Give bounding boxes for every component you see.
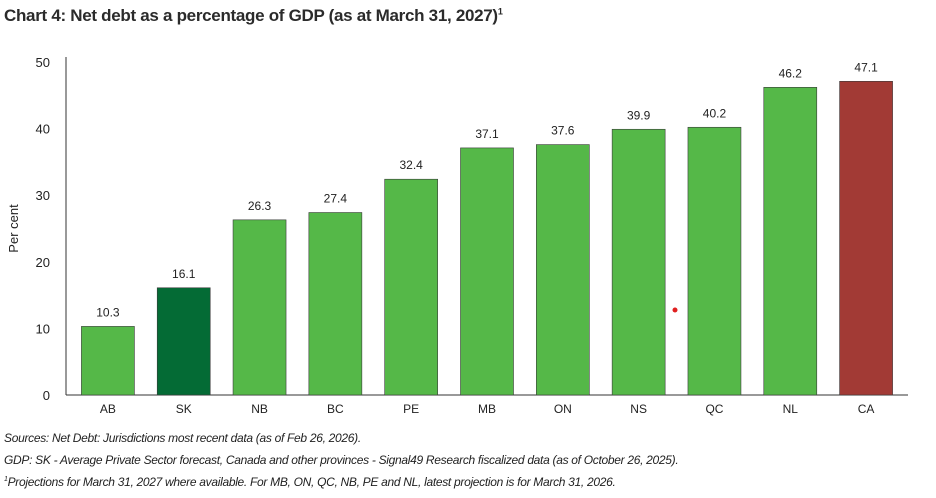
data-label: 46.2 (779, 66, 803, 80)
data-label: 37.1 (475, 127, 499, 141)
y-axis-label: Per cent (6, 204, 21, 253)
y-tick-label: 50 (36, 55, 50, 70)
bar-chart: 0 10 20 30 40 50 Per cent 10.3 AB 16.1 SK 26.3 NB 27.… (6, 55, 908, 416)
y-tick-label: 40 (36, 122, 50, 137)
bar-ns (611, 128, 666, 396)
y-tick-label: 30 (36, 188, 50, 203)
chart-title-text: Chart 4: Net debt as a percentage of GDP… (4, 6, 498, 25)
data-label: 16.1 (172, 267, 196, 281)
bar-bc (308, 212, 363, 396)
chart-title: Chart 4: Net debt as a percentage of GDP… (4, 6, 503, 26)
bar-qc (687, 126, 742, 396)
x-tick-label: CA (858, 402, 875, 416)
x-tick-label: PE (403, 402, 419, 416)
bar-on (536, 144, 590, 396)
x-tick-label: MB (478, 402, 496, 416)
y-tick-label: 0 (43, 388, 50, 403)
data-label: 26.3 (248, 199, 272, 213)
x-tick-label: NS (630, 402, 647, 416)
data-label: 39.9 (627, 108, 651, 122)
x-tick-label: ON (554, 402, 572, 416)
bar-mb (460, 147, 514, 396)
projection-note: 1Projections for March 31, 2027 where av… (4, 475, 616, 489)
data-label: 32.4 (400, 158, 424, 172)
data-label: 10.3 (96, 305, 120, 319)
data-label: 40.2 (703, 106, 727, 120)
red-dot-marker (672, 307, 678, 313)
data-label: 47.1 (854, 60, 878, 74)
footnote-mark: 1 (4, 476, 8, 483)
x-tick-label: AB (100, 402, 116, 416)
data-label: 37.6 (551, 124, 575, 138)
bar-ca (839, 81, 893, 396)
y-tick-label: 10 (36, 321, 50, 336)
y-tick-label: 20 (36, 255, 50, 270)
bar-nb (232, 219, 287, 396)
bar-nl (763, 87, 818, 396)
bar-pe (384, 178, 438, 396)
x-tick-label: QC (705, 402, 723, 416)
gdp-note: GDP: SK - Average Private Sector forecas… (4, 453, 679, 467)
sources-note: Sources: Net Debt: Jurisdictions most re… (4, 431, 361, 445)
bar-sk (156, 287, 211, 396)
x-tick-label: NL (783, 402, 799, 416)
x-tick-label: NB (251, 402, 268, 416)
x-tick-label: SK (176, 402, 192, 416)
projection-note-text: Projections for March 31, 2027 where ava… (7, 475, 616, 489)
data-label: 27.4 (324, 192, 348, 206)
x-tick-label: BC (327, 402, 344, 416)
title-footnote-mark: 1 (497, 6, 503, 17)
bar-ab (81, 326, 135, 396)
